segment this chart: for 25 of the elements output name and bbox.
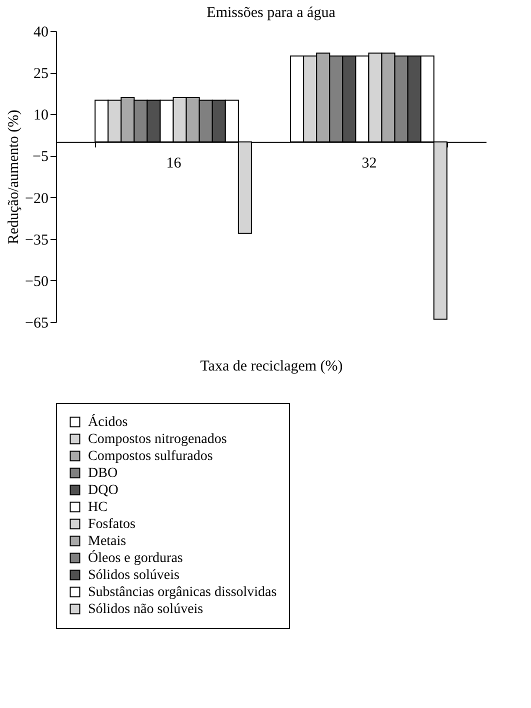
legend-label: Fosfatos — [88, 517, 136, 532]
x-axis-title: Taxa de reciclagem (%) — [200, 358, 343, 374]
legend-label: Sólidos não solúveis — [88, 602, 204, 617]
legend-label: Substâncias orgânicas dissolvidas — [88, 585, 277, 600]
y-tick-label: −50 — [25, 274, 48, 290]
legend-label: Óleos e gorduras — [88, 549, 183, 566]
legend-label: DQO — [88, 483, 118, 498]
legend-label: Ácidos — [88, 413, 128, 430]
y-tick-label: −5 — [32, 149, 48, 166]
legend-label: Sólidos solúveis — [88, 568, 180, 583]
y-tick-label: −20 — [25, 190, 48, 207]
legend-label: Metais — [88, 534, 126, 549]
y-axis-title: Redução/aumento (%) — [6, 110, 22, 244]
y-tick-label: 40 — [34, 24, 48, 40]
x-tick-label: 32 — [362, 155, 377, 172]
legend-label: Compostos sulfurados — [88, 449, 213, 464]
y-tick-label: 10 — [34, 108, 48, 124]
y-tick-label: −65 — [25, 316, 48, 332]
legend-label: Compostos nitrogenados — [88, 432, 227, 447]
chart-title: Emissões para a água — [206, 5, 336, 21]
x-tick-label: 16 — [166, 155, 182, 172]
y-tick-label: −35 — [25, 232, 48, 248]
legend-label: HC — [88, 500, 108, 515]
legend-label: DBO — [88, 466, 118, 481]
y-tick-label: 25 — [34, 66, 48, 82]
